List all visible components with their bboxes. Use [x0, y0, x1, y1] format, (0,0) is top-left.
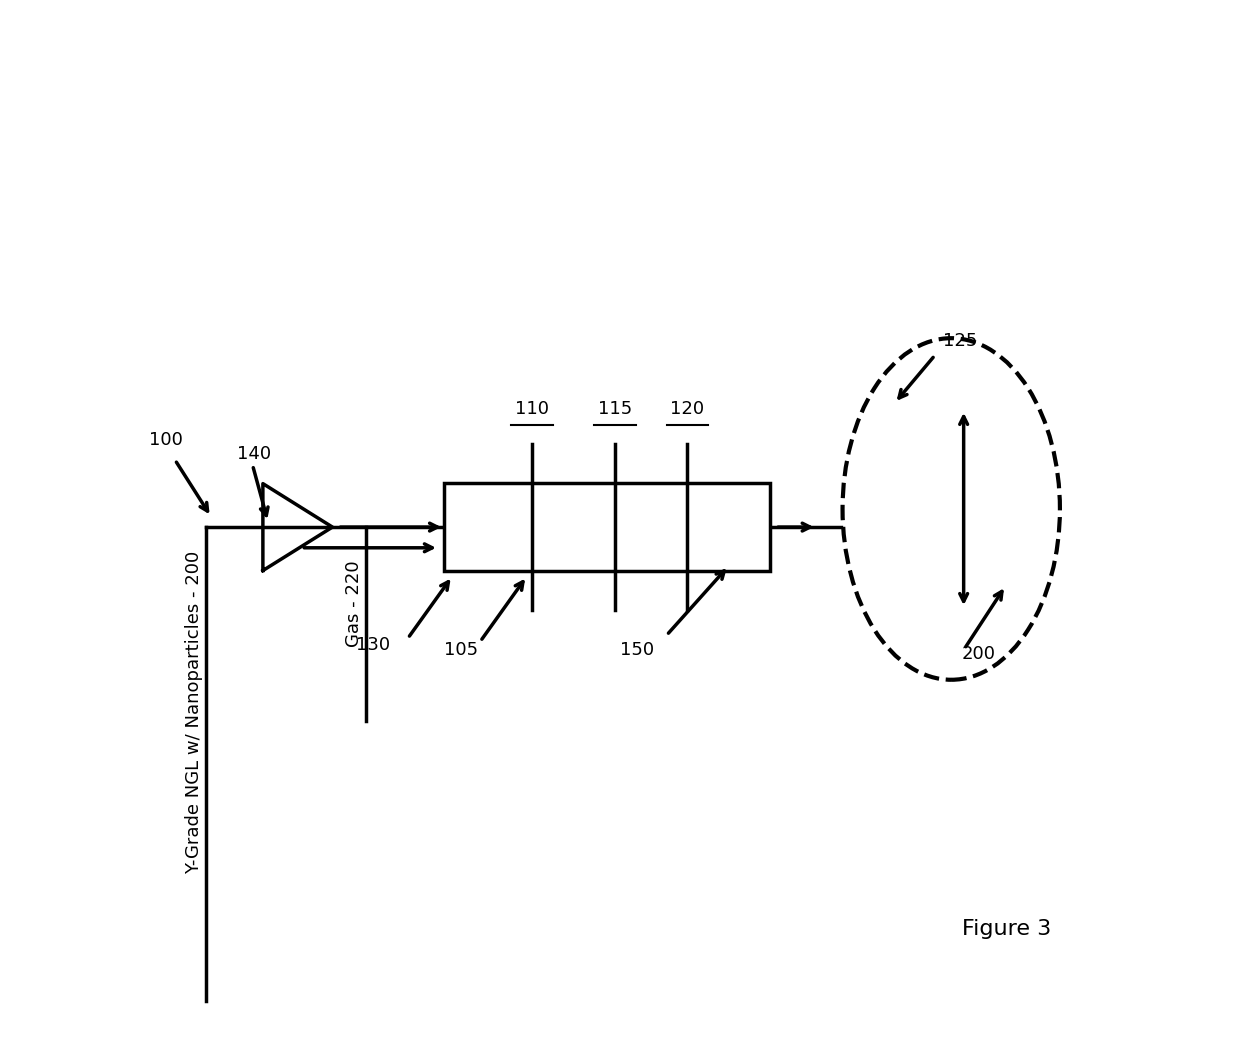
Bar [444, 484, 770, 571]
Text: 150: 150 [620, 641, 655, 659]
Text: Figure 3: Figure 3 [961, 919, 1050, 939]
Text: 110: 110 [515, 400, 549, 418]
Text: Gas - 220: Gas - 220 [345, 560, 363, 647]
Text: 140: 140 [237, 445, 272, 463]
Text: 105: 105 [444, 641, 479, 659]
Text: 100: 100 [149, 431, 182, 449]
Text: 115: 115 [598, 400, 632, 418]
Text: 200: 200 [962, 645, 996, 663]
Text: 120: 120 [670, 400, 704, 418]
Ellipse shape [842, 338, 1060, 680]
Text: 130: 130 [356, 636, 391, 654]
Text: 125: 125 [942, 333, 977, 350]
Text: Y-Grade NGL w/ Nanoparticles - 200: Y-Grade NGL w/ Nanoparticles - 200 [185, 551, 202, 874]
